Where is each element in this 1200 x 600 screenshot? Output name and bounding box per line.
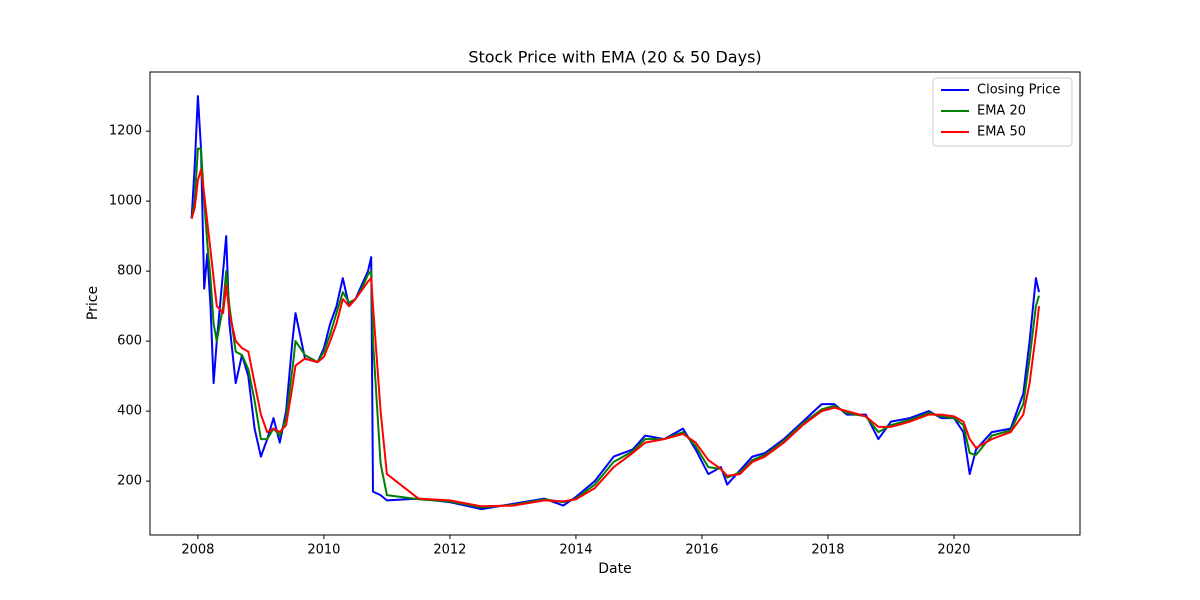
legend-label: EMA 20 [977, 104, 1026, 119]
x-tick-label: 2010 [307, 543, 340, 558]
y-tick-label: 1200 [109, 124, 142, 139]
legend-label: EMA 50 [977, 125, 1026, 140]
x-axis-label: Date [598, 561, 631, 577]
series-line [190, 168, 1040, 508]
y-axis-label: Price [85, 286, 101, 320]
x-tick-label: 2008 [181, 543, 214, 558]
y-tick-label: 600 [117, 334, 142, 349]
y-tick-label: 1000 [109, 194, 142, 209]
series-line [190, 95, 1040, 511]
x-tick-label: 2016 [685, 543, 718, 558]
series-line [190, 147, 1040, 509]
x-tick-label: 2012 [433, 543, 466, 558]
legend-label: Closing Price [977, 83, 1060, 98]
y-tick-label: 800 [117, 264, 142, 279]
x-tick-label: 2020 [937, 543, 970, 558]
legend-box [932, 77, 1073, 147]
y-tick-label: 400 [117, 404, 142, 419]
y-tick-label: 200 [117, 474, 142, 489]
x-tick-label: 2018 [811, 543, 844, 558]
x-tick-label: 2014 [559, 543, 592, 558]
plot-frame [149, 71, 1081, 536]
chart-title: Stock Price with EMA (20 & 50 Days) [468, 48, 761, 67]
